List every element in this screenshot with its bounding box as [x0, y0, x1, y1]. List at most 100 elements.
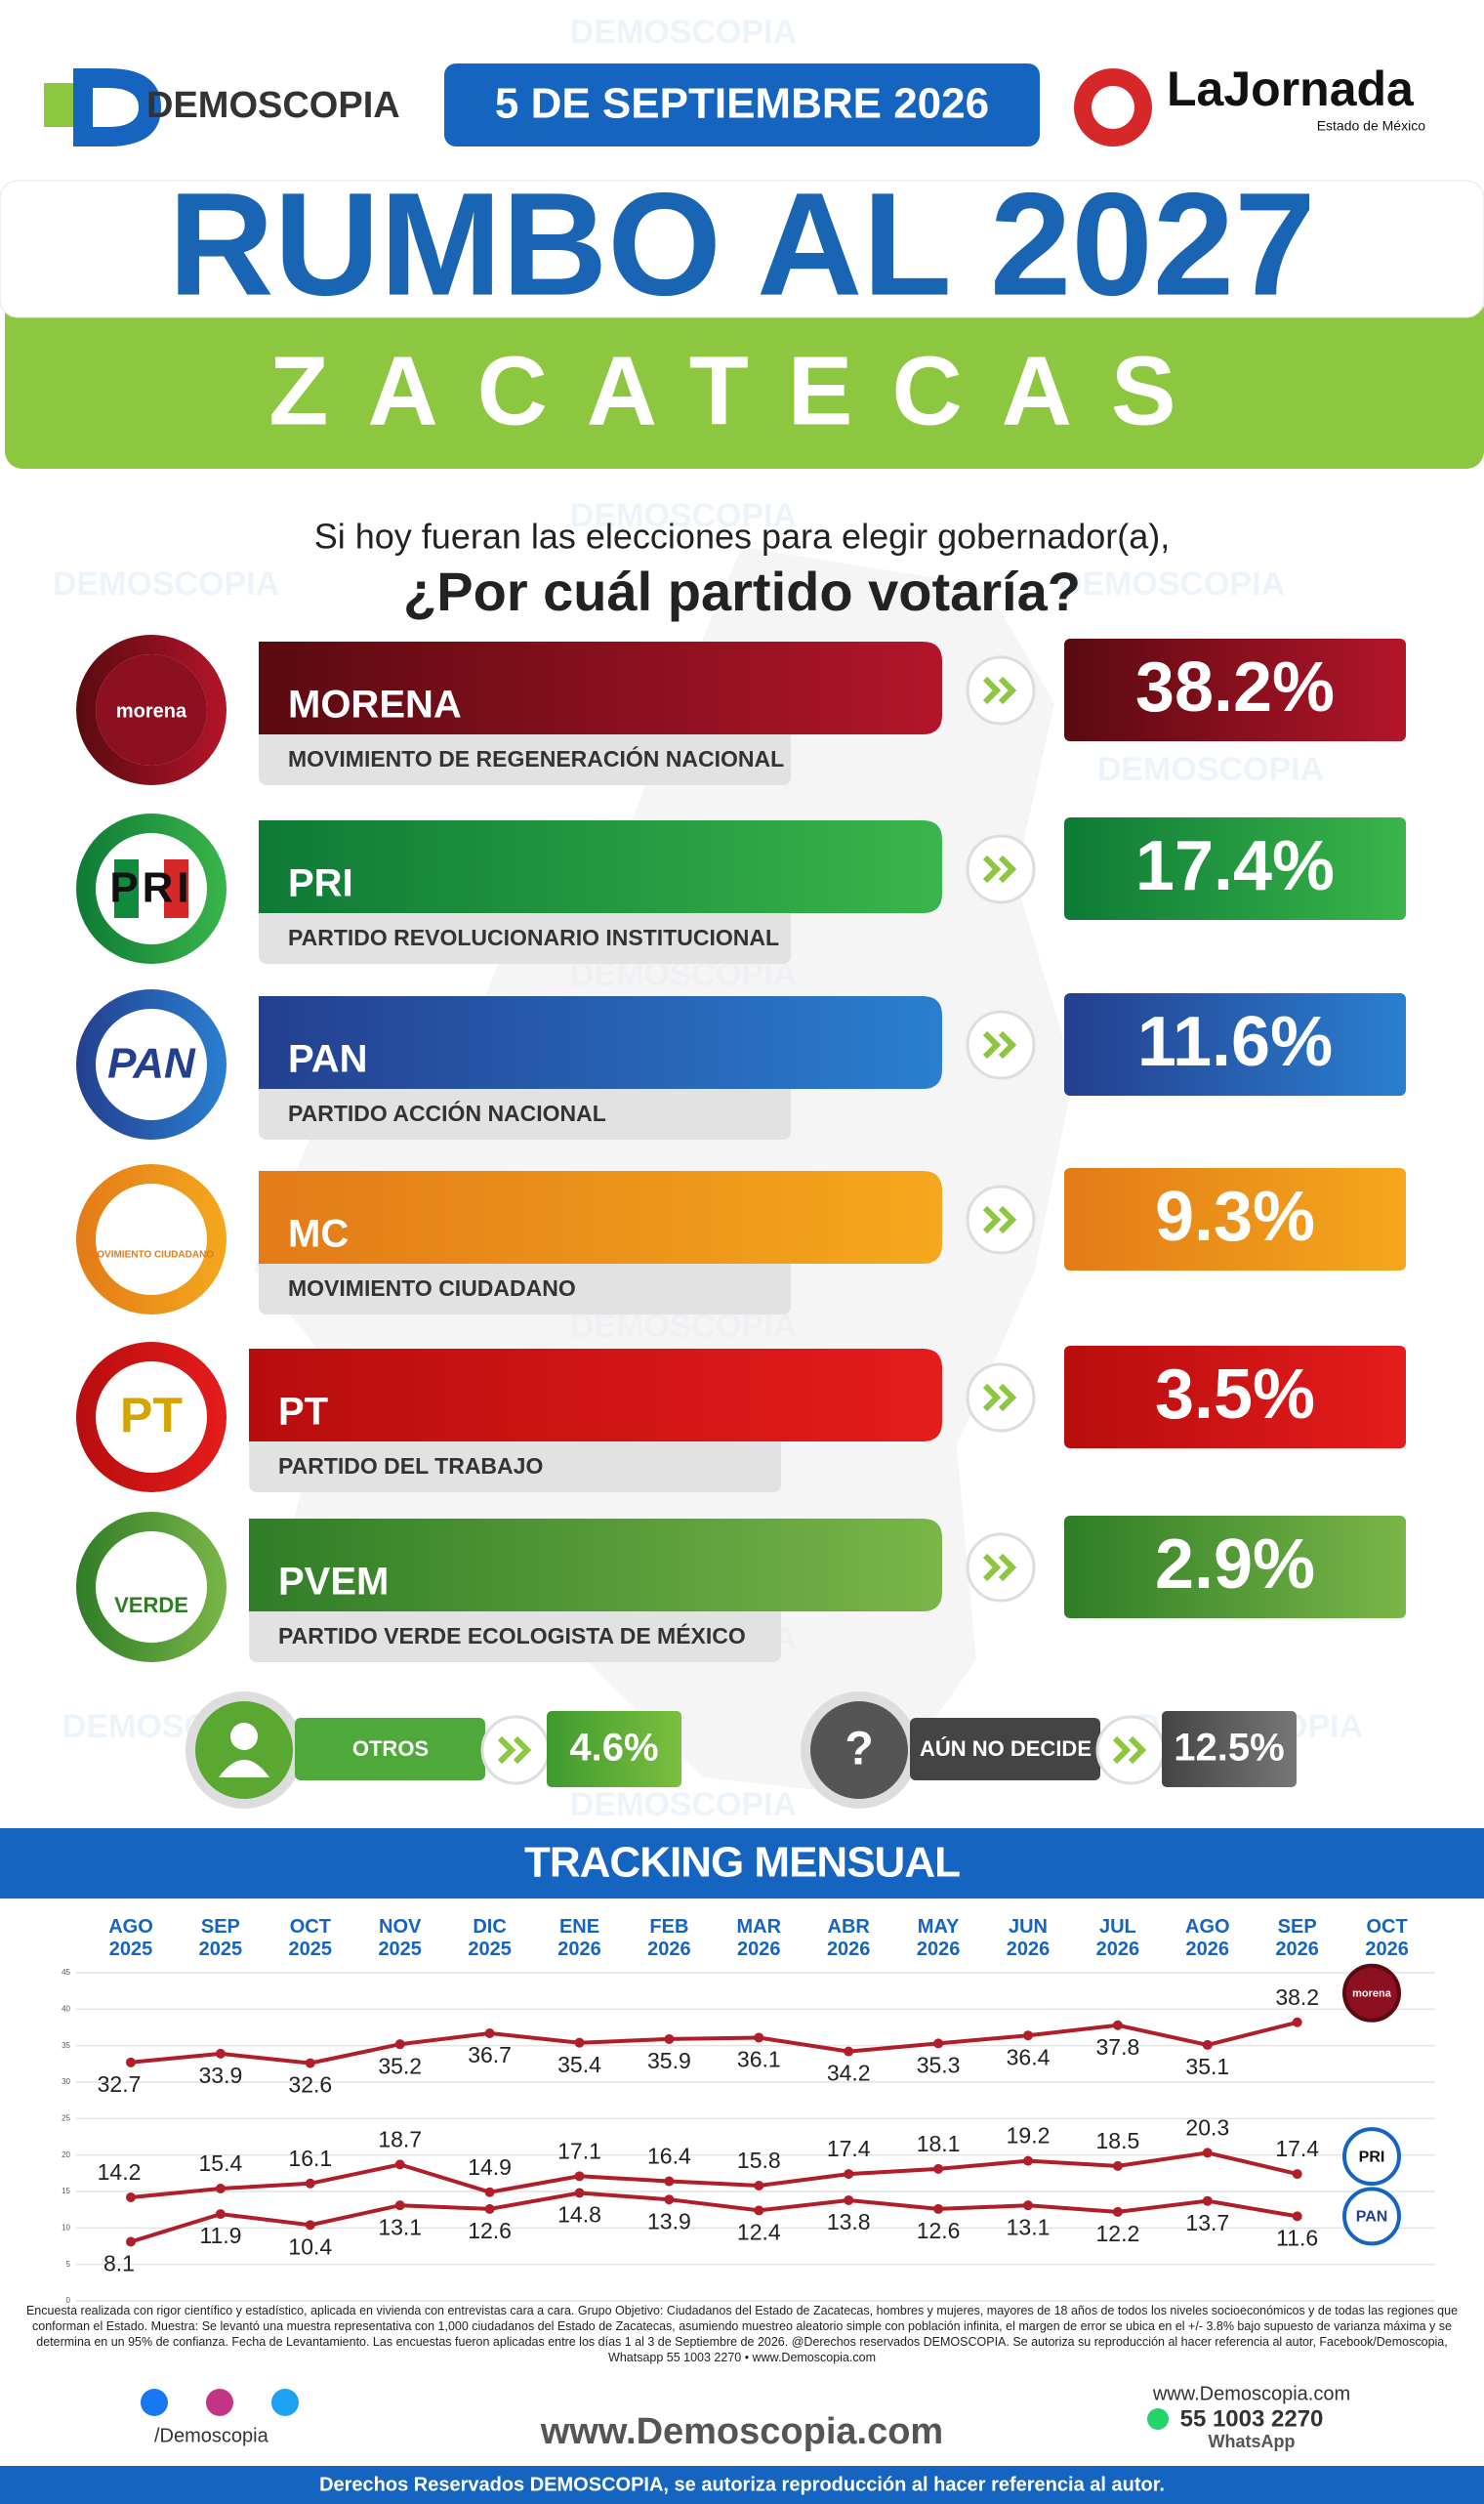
x-tick-label: AGO 2025 [108, 1916, 153, 1960]
party-bar [249, 1349, 942, 1441]
data-label: 17.4 [1275, 2136, 1319, 2161]
x-tick-label: DIC 2025 [468, 1916, 512, 1960]
chevron [998, 1030, 1017, 1060]
series-point [305, 2058, 315, 2068]
party-name: PVEM [278, 1561, 389, 1604]
series-line [130, 2150, 1298, 2199]
series-point [754, 2181, 764, 2191]
x-tick-label: JUL 2026 [1095, 1916, 1140, 1960]
party-logo-text: morena [116, 700, 187, 722]
series-badge [1342, 2127, 1401, 2187]
series-point [754, 2205, 764, 2216]
other-percent-box [547, 1711, 681, 1787]
whatsapp: WhatsApp [1209, 2432, 1296, 2451]
party-name: PRI [288, 862, 353, 905]
series-point [1023, 2200, 1033, 2211]
series-point [1112, 2160, 1123, 2171]
data-label: 13.1 [1007, 2214, 1051, 2239]
rights-bar [0, 2466, 1484, 2504]
data-label: 12.2 [1096, 2221, 1140, 2246]
logo-flag-r [164, 859, 188, 918]
x-tick-label: OCT 2025 [288, 1916, 333, 1960]
series-point [484, 2027, 495, 2038]
other-percent: 12.5% [1174, 1727, 1284, 1770]
party-logo [96, 1361, 207, 1473]
party-name: MC [288, 1213, 349, 1256]
party-logo-text: PAN [107, 1040, 196, 1088]
percent: 38.2% [1135, 648, 1335, 727]
watermark: DEMOSCOPIA [1097, 751, 1324, 788]
percent-box [1064, 639, 1406, 741]
x-tick-label: OCT 2026 [1365, 1916, 1409, 1960]
data-label: 11.9 [199, 2223, 241, 2248]
party-logo-text: VERDE [114, 1593, 188, 1617]
y-tick-label: 0 [66, 2296, 71, 2305]
data-label: 13.9 [647, 2208, 691, 2233]
data-label: 34.2 [827, 2061, 871, 2086]
party-bar [259, 996, 942, 1089]
rights: Derechos Reservados DEMOSCOPIA, se autor… [319, 2474, 1165, 2495]
party-bar [259, 642, 942, 734]
data-label: 32.6 [288, 2072, 332, 2098]
x-tick-label: MAR 2026 [736, 1916, 782, 1960]
chevron [982, 855, 1002, 884]
data-label: 36.1 [737, 2047, 781, 2072]
series-point [126, 2191, 136, 2202]
party-logo-text: PT [120, 1388, 183, 1442]
series-point [1202, 2195, 1213, 2206]
series-badge [1342, 1963, 1401, 2023]
chevron [982, 1030, 1002, 1060]
series-point [933, 2163, 944, 2174]
party-logo [96, 1184, 207, 1295]
x-tick-label: FEB 2026 [647, 1916, 691, 1960]
percent: 2.9% [1155, 1525, 1315, 1604]
party-logo [96, 1009, 207, 1120]
social-handle: /Demoscopia [154, 2425, 269, 2446]
series-line [130, 2191, 1298, 2244]
series-point [215, 2209, 226, 2220]
party-logo-fill [96, 654, 207, 766]
other-icon-text: ? [845, 1724, 873, 1775]
data-label: 12.4 [737, 2219, 781, 2244]
data-label: 11.6 [1276, 2225, 1318, 2250]
data-label: 18.7 [378, 2126, 422, 2151]
percent-box [1064, 817, 1406, 920]
data-label: 15.8 [737, 2148, 781, 2173]
party-full-name: PARTIDO REVOLUCIONARIO INSTITUCIONAL [288, 925, 779, 950]
subtitle-band [5, 293, 1484, 469]
chevron [982, 676, 1002, 705]
y-tick-label: 25 [62, 2113, 70, 2122]
disclaimer: Encuesta realizada con rigor científico … [25, 2304, 1459, 2364]
x-tick-label: SEP 2025 [198, 1916, 243, 1960]
data-label: 16.4 [647, 2144, 691, 2169]
data-label: 19.2 [1007, 2123, 1051, 2149]
x-tick-label: ENE 2026 [557, 1916, 601, 1960]
series-point [394, 2039, 405, 2050]
chevron [998, 855, 1017, 884]
social-icon [206, 2389, 233, 2416]
series-point [844, 2169, 854, 2180]
series-point [215, 2184, 226, 2194]
person-body [219, 1760, 269, 1777]
other-percent: 4.6% [569, 1727, 658, 1770]
y-tick-label: 45 [62, 1968, 70, 1977]
party-logo [96, 1531, 207, 1643]
data-label: 13.7 [1185, 2210, 1229, 2235]
chevron [497, 1735, 516, 1765]
series-point [394, 2200, 405, 2211]
person-head [230, 1723, 258, 1750]
series-point [126, 2236, 136, 2247]
series-point [1292, 2169, 1302, 2180]
series-point [933, 2203, 944, 2214]
series-badge-text: morena [1352, 1988, 1392, 2000]
data-label: 14.2 [98, 2159, 142, 2185]
data-label: 37.8 [1096, 2034, 1140, 2060]
series-point [484, 2203, 495, 2214]
data-label: 16.1 [288, 2146, 332, 2171]
series-point [1292, 2017, 1302, 2027]
percent-box [1064, 993, 1406, 1096]
party-name: PAN [288, 1038, 367, 1081]
data-label: 14.9 [468, 2154, 512, 2180]
data-label: 15.4 [199, 2150, 243, 2176]
